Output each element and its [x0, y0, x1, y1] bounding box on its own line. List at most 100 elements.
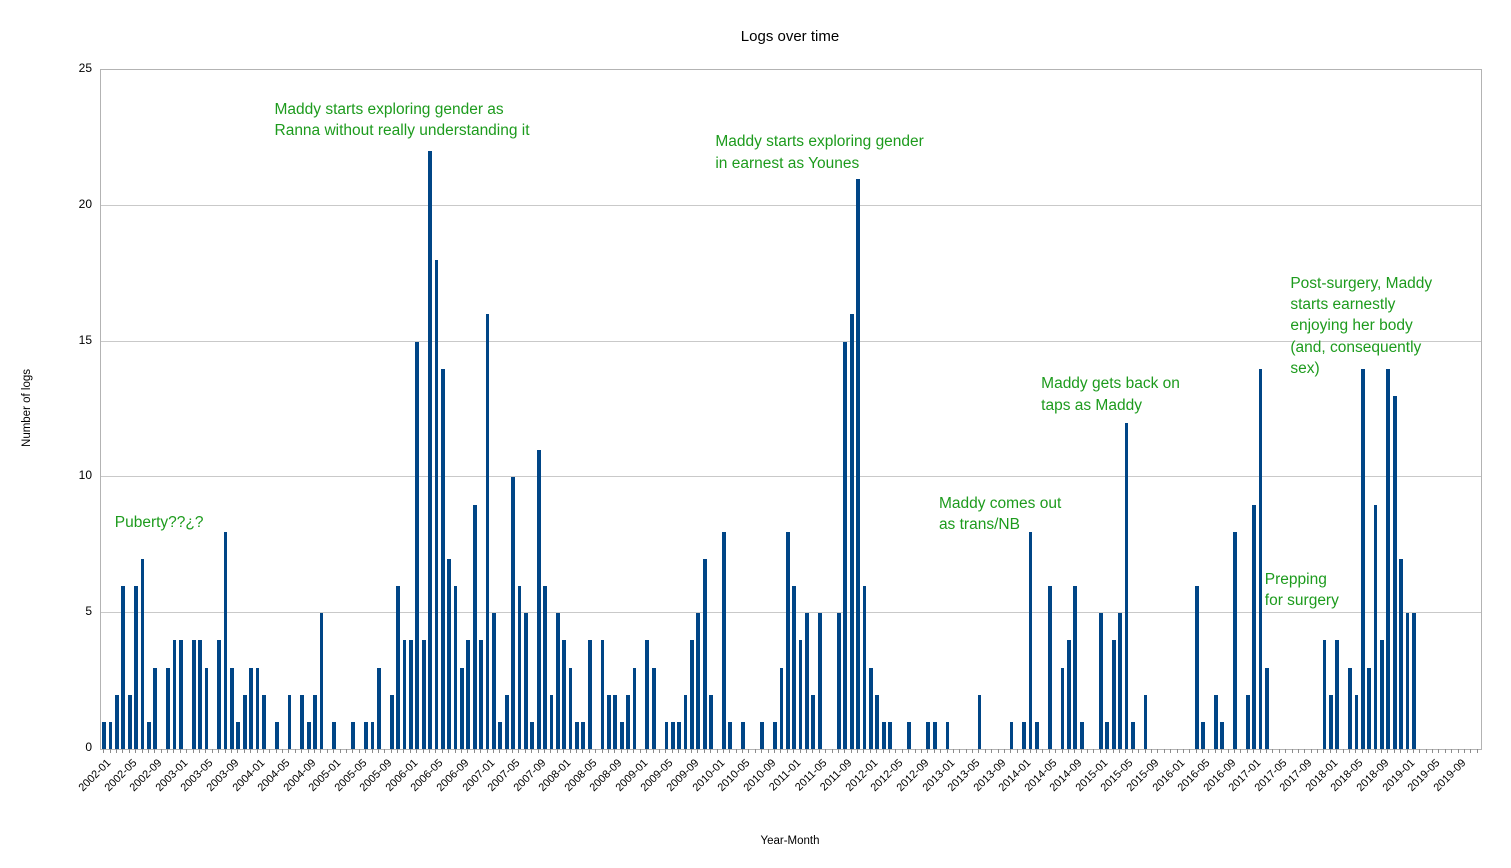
x-tick-2019-04 [1425, 749, 1427, 753]
x-tick-2011-06 [825, 749, 827, 753]
x-tick-2017-07 [1291, 749, 1293, 753]
x-tick-2008-05 [588, 749, 590, 753]
x-tick-2005-11 [397, 749, 399, 753]
x-tick-2006-10 [467, 749, 469, 753]
bar-2009-03 [651, 667, 656, 749]
x-tick-2009-11 [703, 749, 705, 753]
x-tick-2017-04 [1272, 749, 1274, 753]
x-tick-2017-03 [1265, 749, 1267, 753]
y-tick-label-5: 5 [85, 604, 92, 619]
bar-2006-11 [472, 504, 477, 749]
bar-2011-01 [792, 586, 797, 749]
bar-2011-10 [849, 314, 854, 749]
x-tick-2015-09 [1150, 749, 1152, 753]
x-tick-2014-12 [1093, 749, 1095, 753]
bar-2008-01 [562, 640, 567, 749]
x-tick-2007-10 [544, 749, 546, 753]
bar-2010-11 [779, 667, 784, 749]
x-tick-2017-05 [1278, 749, 1280, 753]
bar-2008-07 [600, 640, 605, 749]
x-tick-2003-02 [186, 749, 188, 753]
bar-2011-03 [805, 613, 809, 749]
bar-2016-05 [1201, 721, 1205, 749]
x-tick-2017-01 [1253, 749, 1255, 753]
x-tick-2003-03 [192, 749, 194, 753]
x-tick-2011-09 [844, 749, 846, 753]
bar-2009-05 [664, 721, 669, 749]
bar-2004-06 [287, 694, 292, 749]
y-tick-label-0: 0 [85, 740, 92, 754]
x-tick-2004-12 [326, 749, 328, 753]
x-tick-2003-01 [179, 749, 181, 753]
x-tick-2014-04 [1042, 749, 1044, 753]
x-tick-2012-06 [901, 749, 903, 753]
x-tick-2018-10 [1387, 749, 1389, 753]
x-tick-2017-08 [1297, 749, 1299, 753]
bar-2007-04 [504, 694, 509, 749]
x-tick-2002-11 [167, 749, 169, 753]
bar-2012-02 [875, 694, 880, 749]
x-tick-2014-03 [1035, 749, 1037, 753]
bar-2011-12 [862, 586, 867, 749]
x-tick-2012-09 [920, 749, 922, 753]
x-tick-2018-03 [1342, 749, 1344, 753]
bar-2009-07 [677, 721, 682, 749]
bar-2008-03 [575, 721, 579, 749]
x-tick-2016-02 [1182, 749, 1184, 753]
bar-2006-02 [415, 341, 420, 749]
x-tick-2018-11 [1393, 749, 1395, 753]
x-tick-2015-11 [1163, 749, 1165, 753]
x-tick-2009-09 [690, 749, 692, 753]
x-tick-2003-07 [218, 749, 220, 753]
gridline-y-5 [101, 612, 1481, 614]
x-tick-2018-05 [1355, 749, 1357, 753]
x-tick-2014-11 [1087, 749, 1089, 753]
bar-2014-09 [1073, 586, 1078, 749]
bar-2018-09 [1380, 640, 1384, 749]
x-tick-2006-07 [448, 749, 450, 753]
x-tick-2016-04 [1195, 749, 1197, 753]
x-tick-2005-12 [403, 749, 405, 753]
bar-2015-01 [1098, 613, 1103, 749]
bar-2011-11 [856, 178, 860, 749]
x-tick-2007-01 [486, 749, 488, 753]
x-tick-2004-07 [294, 749, 296, 753]
x-tick-2008-01 [563, 749, 565, 753]
x-tick-2015-07 [1138, 749, 1140, 753]
y-tick-label-25: 25 [78, 61, 92, 75]
x-tick-2013-03 [959, 749, 961, 753]
bar-2010-03 [728, 721, 733, 749]
x-tick-2010-10 [774, 749, 776, 753]
x-tick-2019-09 [1457, 749, 1459, 753]
x-tick-2016-05 [1202, 749, 1204, 753]
x-tick-2009-08 [684, 749, 686, 753]
bar-2010-05 [741, 721, 745, 749]
x-tick-2008-02 [569, 749, 571, 753]
bar-2012-10 [926, 721, 931, 749]
bar-2011-09 [843, 341, 848, 749]
x-tick-2006-05 [435, 749, 437, 753]
x-tick-2016-12 [1246, 749, 1248, 753]
x-tick-2003-04 [199, 749, 201, 753]
bar-2019-02 [1412, 613, 1416, 749]
x-tick-2011-08 [837, 749, 839, 753]
x-tick-2019-10 [1464, 749, 1466, 753]
bar-2008-08 [607, 694, 611, 749]
x-tick-2009-12 [710, 749, 712, 753]
bar-2009-12 [709, 694, 714, 749]
x-tick-2016-03 [1189, 749, 1191, 753]
x-tick-2006-02 [416, 749, 418, 753]
x-tick-2009-05 [665, 749, 667, 753]
bar-2014-03 [1035, 721, 1039, 749]
bar-2005-04 [351, 721, 356, 749]
bar-2008-12 [632, 667, 637, 749]
bar-2015-04 [1118, 613, 1122, 749]
x-tick-2009-10 [697, 749, 699, 753]
x-tick-2017-09 [1304, 749, 1306, 753]
x-tick-2006-08 [454, 749, 456, 753]
bar-2007-10 [543, 586, 547, 749]
bar-2007-05 [511, 477, 515, 749]
bar-2007-02 [492, 613, 496, 749]
bar-2008-10 [619, 721, 624, 749]
annotation-3: Maddy comes out as trans/NB [938, 494, 1062, 534]
